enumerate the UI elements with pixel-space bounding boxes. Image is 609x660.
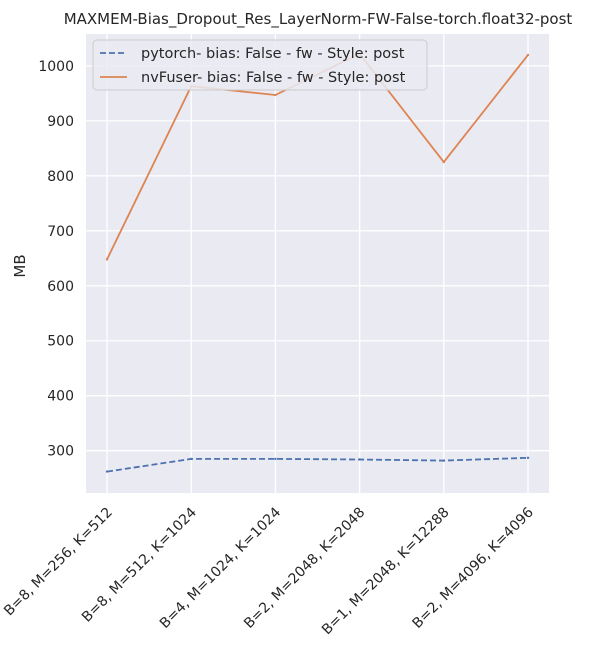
y-tick-label: 1000 (38, 59, 74, 75)
legend-box (92, 39, 428, 91)
y-tick-label: 700 (47, 224, 74, 240)
data-point (274, 457, 277, 461)
y-axis-ticks: 300 400 500 600 700 800 900 1000 (38, 59, 74, 460)
y-axis-label: MB (11, 254, 29, 277)
plot-area (86, 34, 549, 493)
data-point (105, 258, 109, 261)
y-tick-label: 900 (47, 114, 74, 130)
y-tick-label: 400 (47, 389, 74, 405)
data-point (274, 93, 277, 97)
chart-title: MAXMEM-Bias_Dropout_Res_LayerNorm-FW-Fal… (64, 10, 573, 29)
legend-label-2: nvFuser- bias: False - fw - Style: post (141, 70, 406, 86)
data-point (526, 53, 530, 57)
data-point (526, 456, 530, 460)
grid (86, 34, 549, 493)
data-point (442, 160, 445, 164)
legend: pytorch- bias: False - fw - Style: post n… (92, 39, 428, 91)
y-tick-label: 800 (47, 169, 74, 185)
data-point (358, 458, 361, 461)
data-point (190, 457, 193, 461)
data-point (442, 459, 445, 462)
series-line-1 (106, 456, 529, 473)
y-tick-label: 600 (47, 279, 74, 295)
y-tick-label: 300 (47, 444, 74, 460)
data-point (105, 470, 109, 473)
legend-label-1: pytorch- bias: False - fw - Style: post (141, 46, 405, 62)
y-tick-label: 500 (47, 334, 74, 350)
